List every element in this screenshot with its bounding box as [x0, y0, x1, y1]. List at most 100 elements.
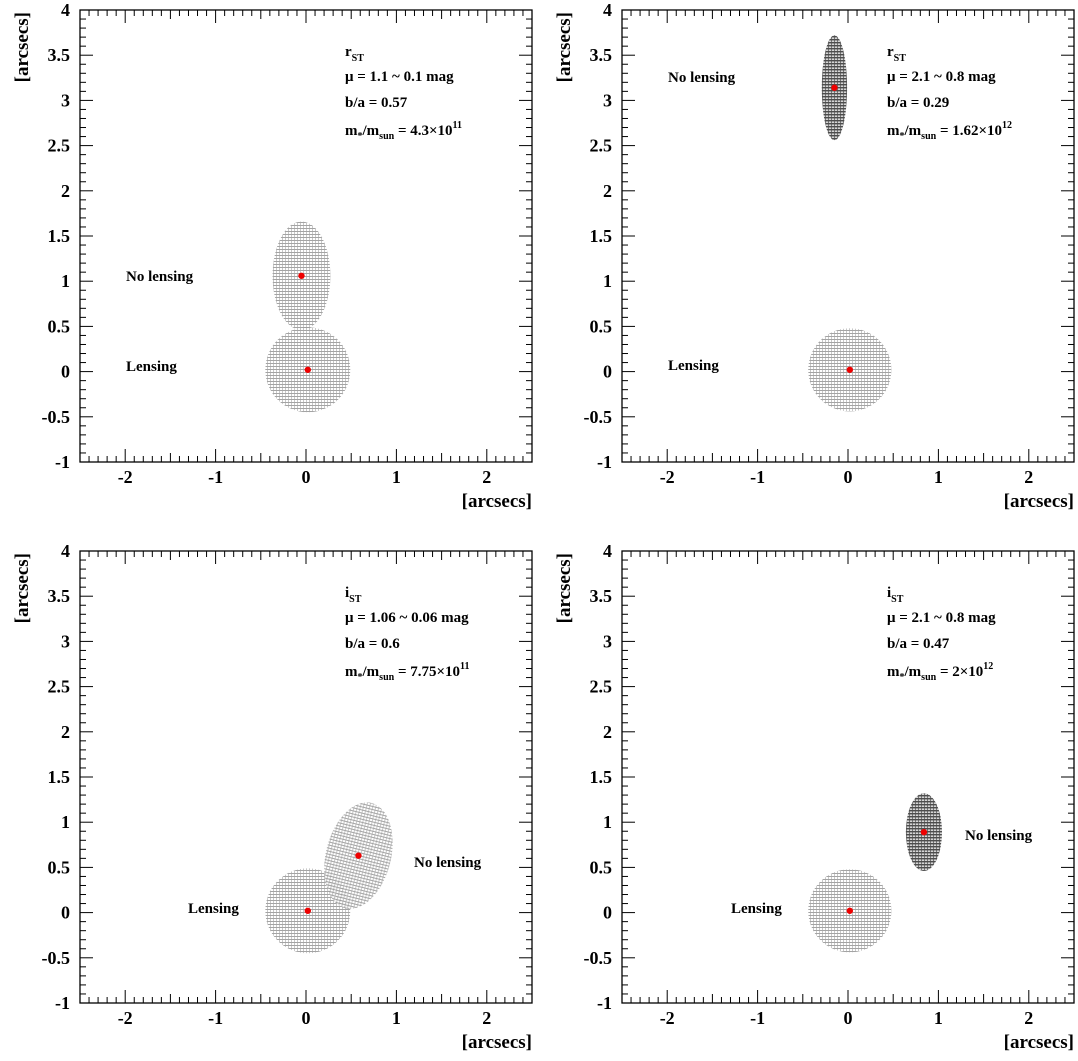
y-tick-label: 3: [603, 90, 612, 110]
y-axis-label: [arcsecs]: [554, 553, 575, 623]
x-tick-label: -2: [118, 1008, 133, 1028]
y-tick-label: 4: [603, 541, 612, 561]
y-tick-label: 0: [603, 903, 612, 923]
series-label-lensing: Lensing: [188, 901, 239, 917]
series-label-lensing: Lensing: [668, 358, 719, 374]
series-label-lensing: Lensing: [126, 359, 177, 375]
stellar-mass-label: m*/msun = 2×1012: [887, 661, 993, 683]
x-axis-label: [arcsecs]: [462, 491, 532, 512]
x-tick-label: 2: [1024, 467, 1033, 487]
axis-ratio-label: b/a = 0.6: [345, 636, 400, 652]
magnification-label: μ = 1.06 ~ 0.06 mag: [345, 610, 469, 626]
x-tick-label: 1: [934, 1008, 943, 1028]
y-tick-label: 0.5: [48, 857, 71, 877]
center-point-lensing: [304, 366, 312, 373]
x-tick-label: 2: [482, 467, 491, 487]
y-tick-label: 2.5: [48, 677, 71, 697]
x-tick-label: 0: [302, 467, 311, 487]
y-tick-label: 1: [603, 812, 612, 832]
y-tick-label: 1.5: [48, 226, 71, 246]
y-tick-label: 2.5: [48, 136, 71, 156]
magnification-label: μ = 2.1 ~ 0.8 mag: [887, 610, 996, 626]
y-tick-label: 1: [61, 271, 70, 291]
stellar-mass-label: m*/msun = 7.75×1011: [345, 661, 470, 683]
x-tick-label: -2: [660, 467, 675, 487]
y-tick-label: 1.5: [590, 767, 613, 787]
x-tick-label: -1: [208, 1008, 223, 1028]
center-point-lensing: [846, 907, 854, 914]
magnification-label: μ = 1.1 ~ 0.1 mag: [345, 69, 454, 85]
y-tick-label: 3.5: [48, 586, 71, 606]
center-point-no-lensing: [355, 852, 362, 859]
y-tick-label: -1: [55, 993, 70, 1013]
y-tick-label: 2: [603, 722, 612, 742]
y-axis-label: [arcsecs]: [12, 12, 33, 82]
y-tick-label: 3.5: [590, 45, 613, 65]
x-tick-label: -2: [660, 1008, 675, 1028]
x-tick-label: 0: [844, 1008, 853, 1028]
y-tick-label: 2: [603, 181, 612, 201]
y-tick-label: 0.5: [590, 316, 613, 336]
center-point-lensing: [846, 366, 854, 373]
y-tick-label: -1: [597, 993, 612, 1013]
y-tick-label: 0: [61, 903, 70, 923]
chart-panel-4: -2 -1 0 1 2 -1 -0.5 0 0.5 1 1.5 2 2.5 3 3.5 4 [arcsecs] […: [554, 541, 1075, 1053]
stellar-mass-label: m*/msun = 4.3×1011: [345, 120, 462, 142]
y-tick-label: 3: [61, 631, 70, 651]
stellar-mass-label: m*/msun = 1.62×1012: [887, 120, 1012, 142]
y-tick-label: 2.5: [590, 136, 613, 156]
y-tick-label: -1: [55, 452, 70, 472]
band-label: rST: [887, 44, 906, 64]
y-tick-label: 1.5: [48, 767, 71, 787]
series-label-no-lensing: No lensing: [668, 70, 736, 86]
y-tick-label: -0.5: [584, 407, 613, 427]
chart-panel-1: -2 -1 0 1 2 -1 -0.5 0 0.5 1 1.5 2 2.5 3 3.5 4 [arcsecs] […: [12, 0, 533, 512]
band-label: rST: [345, 44, 364, 64]
center-point-no-lensing: [831, 84, 838, 91]
x-axis-label: [arcsecs]: [462, 1032, 532, 1053]
y-tick-label: 2.5: [590, 677, 613, 697]
y-tick-label: 2: [61, 722, 70, 742]
y-tick-label: 4: [61, 0, 70, 20]
y-tick-label: 4: [61, 541, 70, 561]
y-tick-label: 4: [603, 0, 612, 20]
chart-panel-2: -2 -1 0 1 2 -1 -0.5 0 0.5 1 1.5 2 2.5 3 3.5 4 [arcsecs] […: [554, 0, 1075, 512]
x-tick-label: -1: [750, 1008, 765, 1028]
chart-panel-3: -2 -1 0 1 2 -1 -0.5 0 0.5 1 1.5 2 2.5 3 3.5 4 [arcsecs] […: [12, 541, 533, 1053]
x-tick-label: -1: [208, 467, 223, 487]
y-tick-label: 0.5: [590, 857, 613, 877]
x-axis-label: [arcsecs]: [1004, 1032, 1074, 1053]
y-tick-label: 0.5: [48, 316, 71, 336]
axis-ratio-label: b/a = 0.47: [887, 636, 950, 652]
y-tick-label: 0: [61, 362, 70, 382]
center-point-no-lensing: [298, 272, 305, 279]
magnification-label: μ = 2.1 ~ 0.8 mag: [887, 69, 996, 85]
y-tick-label: -1: [597, 452, 612, 472]
x-tick-label: 0: [844, 467, 853, 487]
x-tick-label: 1: [392, 467, 401, 487]
y-tick-label: 3: [603, 631, 612, 651]
center-point-no-lensing: [920, 828, 928, 836]
y-tick-label: 1.5: [590, 226, 613, 246]
series-label-no-lensing: No lensing: [965, 828, 1033, 844]
x-tick-label: 0: [302, 1008, 311, 1028]
band-label: iST: [345, 585, 362, 605]
x-tick-label: 2: [482, 1008, 491, 1028]
y-tick-label: 0: [603, 362, 612, 382]
x-tick-label: -2: [118, 467, 133, 487]
center-point-lensing: [304, 907, 312, 914]
y-axis-label: [arcsecs]: [554, 12, 575, 82]
axis-ratio-label: b/a = 0.29: [887, 95, 949, 111]
y-tick-label: 3: [61, 90, 70, 110]
y-tick-label: 2: [61, 181, 70, 201]
y-tick-label: 3.5: [48, 45, 71, 65]
series-label-no-lensing: No lensing: [414, 855, 482, 871]
y-tick-label: -0.5: [584, 948, 613, 968]
x-tick-label: 2: [1024, 1008, 1033, 1028]
x-tick-label: 1: [392, 1008, 401, 1028]
y-tick-label: 1: [61, 812, 70, 832]
band-label: iST: [887, 585, 904, 605]
x-tick-label: -1: [750, 467, 765, 487]
series-label-lensing: Lensing: [731, 901, 782, 917]
